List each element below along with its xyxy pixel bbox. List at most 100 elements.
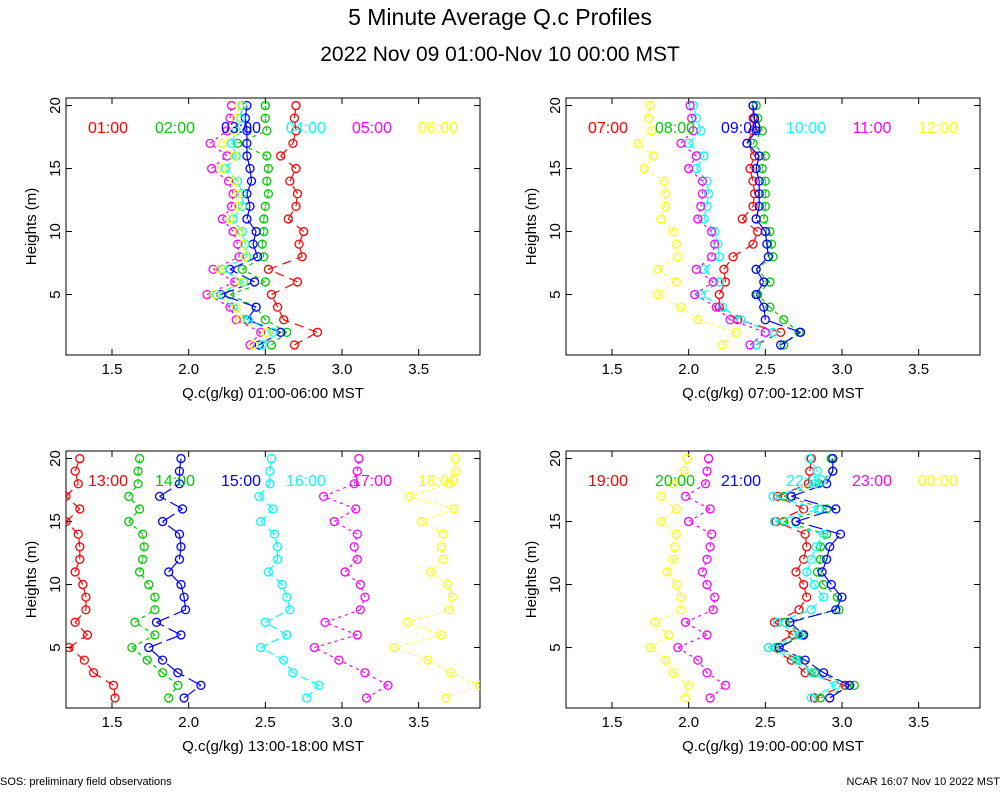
data-point [668, 668, 678, 678]
y-axis-label: Heights (m) [523, 541, 540, 619]
data-point [849, 680, 859, 690]
data-point [177, 504, 188, 514]
series-segment [689, 105, 693, 119]
series-segment [806, 559, 812, 573]
x-tick-label: 2.0 [678, 714, 699, 731]
data-point [262, 176, 272, 186]
series-segment [672, 231, 677, 245]
data-point [684, 516, 694, 527]
data-point [173, 668, 183, 678]
data-point [708, 277, 718, 287]
series-segment [421, 521, 444, 535]
series-segment [162, 672, 179, 686]
data-point [676, 605, 686, 615]
series-segment [268, 268, 298, 283]
data-point [205, 138, 215, 149]
data-point [272, 302, 283, 312]
series-segment [755, 294, 765, 308]
data-point [710, 239, 720, 249]
series-segment [815, 533, 825, 548]
data-point [154, 491, 165, 502]
legend-label: 14:00 [155, 473, 195, 490]
data-point [73, 479, 83, 489]
series-segment [324, 609, 361, 623]
series-segment [660, 508, 677, 523]
series-segment [393, 634, 442, 649]
legend-label: 17:00 [352, 473, 392, 490]
data-point [691, 264, 701, 274]
x-tick-label: 1.5 [602, 714, 623, 731]
series-segment [249, 331, 262, 346]
series-segment [162, 659, 179, 674]
data-point [748, 100, 758, 111]
series-segment [717, 244, 720, 257]
data-point [693, 655, 703, 665]
series-segment [770, 244, 774, 257]
series-segment [755, 168, 760, 182]
series-segment [752, 130, 763, 144]
data-point [661, 655, 671, 665]
data-point [225, 113, 235, 123]
series-segment [238, 231, 245, 245]
data-point [437, 542, 447, 552]
figure-subtitle: 2022 Nov 09 01:00-Nov 10 00:00 MST [320, 43, 680, 66]
data-point [680, 617, 691, 627]
series-segment [239, 319, 268, 333]
series-segment [270, 294, 279, 308]
x-tick-label: 2.5 [255, 714, 276, 731]
y-axis-label: Heights (m) [23, 541, 40, 619]
x-axis-label: Q.c(g/kg) 13:00-18:00 MST [182, 738, 364, 755]
series-segment [229, 206, 239, 220]
data-point [268, 504, 278, 514]
y-tick-label: 5 [547, 643, 564, 651]
series-segment [718, 281, 727, 295]
data-point [417, 516, 427, 527]
data-point [707, 226, 717, 237]
data-point [691, 113, 701, 123]
data-point [329, 516, 339, 527]
series-segment [74, 571, 84, 585]
series-1900 [763, 453, 850, 703]
data-point [282, 592, 292, 602]
data-point [814, 504, 824, 514]
data-point [779, 340, 789, 350]
series-segment [697, 319, 737, 333]
series-segment [813, 471, 819, 484]
data-point [702, 201, 712, 211]
data-point [403, 617, 413, 627]
series-segment [806, 571, 815, 585]
series-segment [178, 458, 182, 472]
series-segment [703, 218, 716, 232]
series-segment [754, 118, 757, 131]
data-point [225, 214, 235, 224]
series-segment [323, 483, 355, 497]
data-point [260, 113, 270, 123]
series-segment [231, 193, 234, 207]
series-segment [749, 168, 754, 182]
data-point [279, 315, 289, 325]
data-point [133, 466, 143, 476]
data-point [437, 630, 447, 640]
data-point [680, 491, 691, 502]
series-segment [220, 293, 257, 308]
data-point [268, 327, 278, 337]
series-segment [128, 495, 141, 510]
data-point [360, 668, 370, 678]
series-segment [697, 218, 713, 232]
data-point [705, 504, 715, 514]
series-segment [252, 243, 259, 257]
series-segment [261, 331, 274, 346]
legend-label: 18:00 [418, 473, 458, 490]
data-point [251, 302, 261, 312]
data-point [245, 340, 255, 350]
data-point [81, 605, 91, 615]
series-segment [221, 218, 234, 232]
series-segment [774, 621, 794, 636]
data-point [246, 176, 257, 186]
data-point [691, 151, 701, 161]
y-tick-label: 10 [547, 576, 564, 593]
data-point [697, 567, 708, 577]
data-point [130, 617, 140, 627]
data-point [242, 214, 252, 224]
data-point [749, 189, 760, 199]
